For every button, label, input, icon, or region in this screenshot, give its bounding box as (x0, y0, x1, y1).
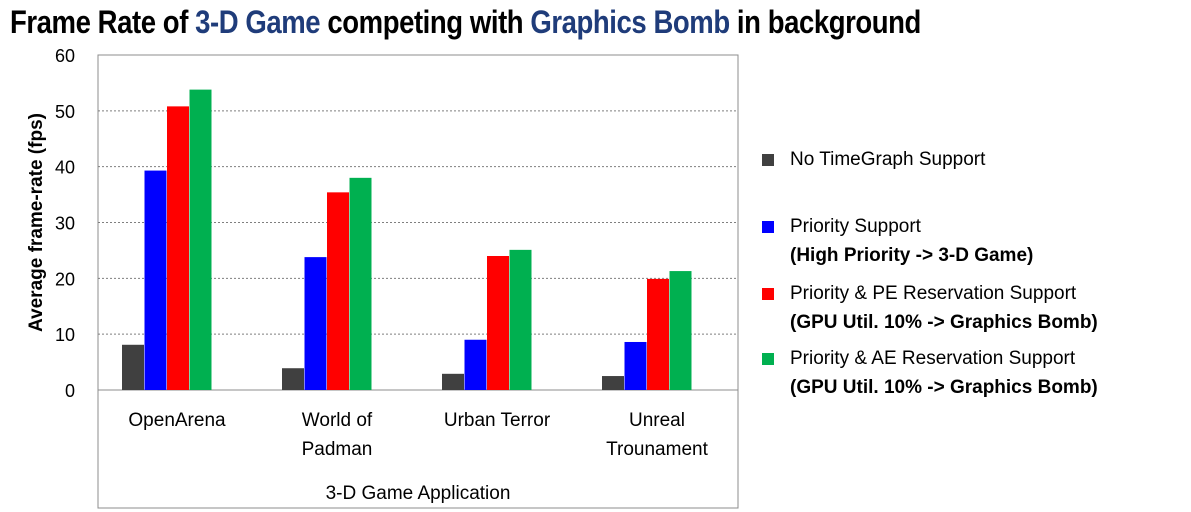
legend-label-priority: Priority Support (High Priority -> 3-D Ga… (790, 212, 1033, 270)
x-tick-label: Urban Terror (444, 410, 551, 431)
title-part-3: competing with (320, 4, 531, 40)
chart-title: Frame Rate of 3-D Game competing with Gr… (10, 4, 921, 41)
plot-frame (97, 54, 739, 509)
bar (122, 344, 144, 390)
y-tick-label: 50 (55, 102, 75, 122)
bar (349, 177, 372, 390)
legend-sublabel-ae-reservation: (GPU Util. 10% -> Graphics Bomb) (790, 377, 1098, 398)
y-tick-label: 20 (55, 269, 75, 289)
title-part-1: Frame Rate of (10, 4, 196, 40)
title-highlight-graphics-bomb: Graphics Bomb (530, 4, 730, 40)
title-highlight-3d-game: 3-D Game (195, 4, 321, 40)
y-tick-label: 0 (65, 381, 75, 401)
x-tick-label: Padman (302, 439, 373, 460)
x-tick-label: Trounament (606, 439, 708, 460)
bar (327, 192, 349, 390)
bar (144, 170, 167, 390)
bar (442, 373, 464, 390)
legend-swatch-no-timegraph (762, 154, 774, 166)
bar (602, 376, 624, 390)
y-tick-label: 30 (55, 214, 75, 234)
bar (464, 339, 487, 390)
legend-swatch-ae-reservation (762, 353, 774, 365)
y-tick-label: 60 (55, 46, 75, 66)
x-tick-label: Unreal (629, 410, 685, 431)
x-tick-label: World of (302, 410, 373, 431)
legend-sublabel-pe-reservation: (GPU Util. 10% -> Graphics Bomb) (790, 312, 1098, 333)
legend-label-no-timegraph: No TimeGraph Support (790, 149, 986, 170)
bar (282, 368, 304, 390)
bar (487, 256, 509, 390)
bar (509, 249, 532, 390)
y-tick-label: 10 (55, 325, 75, 345)
bar (624, 341, 647, 390)
legend-swatch-priority (762, 221, 774, 233)
y-tick-label: 40 (55, 158, 75, 178)
bar (647, 278, 669, 390)
x-tick-label: OpenArena (128, 410, 226, 431)
legend-sublabel-priority: (High Priority -> 3-D Game) (790, 245, 1034, 266)
bar (669, 271, 692, 390)
legend-swatch-pe-reservation (762, 288, 774, 300)
x-axis-title: 3-D Game Application (326, 483, 511, 504)
legend-label-ae-reservation: Priority & AE Reservation Support (GPU Ut… (790, 344, 1098, 402)
legend-label-pe-reservation: Priority & PE Reservation Support (GPU Ut… (790, 279, 1098, 337)
title-part-5: in background (729, 4, 921, 40)
bar (189, 89, 212, 390)
y-axis-title: Average frame-rate (fps) (26, 113, 47, 332)
bar (167, 106, 189, 390)
bar (304, 257, 327, 390)
